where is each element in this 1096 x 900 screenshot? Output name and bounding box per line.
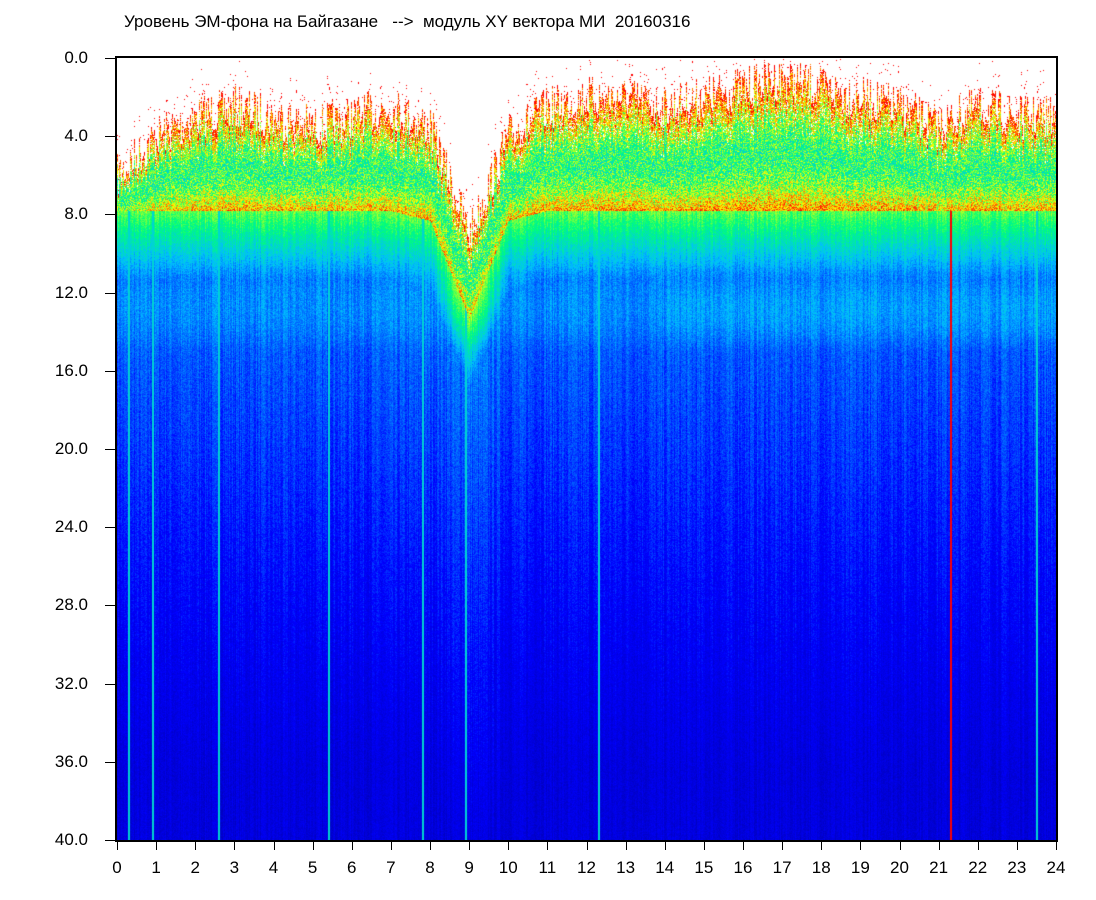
x-tick-label: 12 xyxy=(577,858,596,877)
x-tick-mark xyxy=(508,842,510,850)
y-tick-label: 16.0 xyxy=(54,360,88,380)
y-tick-label: 40.0 xyxy=(54,830,88,849)
spectrogram-heatmap xyxy=(117,58,1056,840)
x-tick-label: 6 xyxy=(347,858,357,877)
x-tick-label: 21 xyxy=(929,858,949,877)
x-tick-label: 16 xyxy=(733,858,753,877)
y-tick-label: 24.0 xyxy=(54,517,88,537)
x-tick-mark xyxy=(586,842,588,850)
x-tick-label: 0 xyxy=(112,858,122,877)
x-tick-mark xyxy=(743,842,744,850)
x-tick-mark xyxy=(1056,842,1057,850)
x-tick-mark xyxy=(117,842,118,850)
y-tick-mark xyxy=(105,292,115,294)
x-tick-mark xyxy=(195,842,197,850)
x-tick-label: 14 xyxy=(655,858,675,877)
x-tick-label: 2 xyxy=(190,858,200,877)
x-tick-label: 13 xyxy=(616,858,636,877)
x-tick-label: 17 xyxy=(772,858,792,877)
y-tick-label: 28.0 xyxy=(54,595,88,615)
x-tick-mark xyxy=(782,842,784,850)
x-tick-mark xyxy=(625,842,627,850)
chart-title: Уровень ЭМ-фона на Байгазане --> модуль … xyxy=(124,12,691,31)
x-tick-label: 23 xyxy=(1007,858,1027,877)
x-tick-label: 8 xyxy=(425,858,435,877)
y-tick-mark xyxy=(105,605,115,607)
x-tick-mark xyxy=(664,842,666,850)
x-tick-label: 7 xyxy=(386,858,396,877)
x-tick-mark xyxy=(469,842,471,850)
y-tick-label: 36.0 xyxy=(54,751,88,771)
x-tick-mark xyxy=(351,842,353,850)
x-tick-label: 10 xyxy=(498,858,518,877)
x-tick-mark xyxy=(547,842,549,850)
x-tick-mark xyxy=(430,842,431,850)
y-tick-mark xyxy=(105,683,115,685)
x-tick-mark xyxy=(1016,842,1018,850)
y-tick-label: 8.0 xyxy=(64,204,88,224)
y-tick-mark xyxy=(105,370,115,372)
y-tick-mark xyxy=(105,761,115,763)
x-tick-label: 15 xyxy=(694,858,714,877)
x-tick-label: 19 xyxy=(850,858,870,877)
y-tick-label: 20.0 xyxy=(54,439,88,458)
y-tick-mark xyxy=(105,527,115,529)
x-tick-label: 1 xyxy=(151,858,161,877)
x-tick-label: 20 xyxy=(890,858,909,877)
x-tick-mark xyxy=(234,842,236,850)
x-tick-label: 4 xyxy=(268,858,279,877)
x-tick-mark xyxy=(703,842,705,850)
x-tick-mark xyxy=(977,842,979,850)
x-tick-mark xyxy=(273,842,275,850)
x-tick-label: 5 xyxy=(307,858,318,877)
x-tick-mark xyxy=(860,842,862,850)
x-tick-label: 3 xyxy=(229,858,240,877)
y-tick-label: 32.0 xyxy=(54,673,88,693)
x-tick-mark xyxy=(390,842,392,850)
y-tick-mark xyxy=(105,214,115,216)
y-tick-mark xyxy=(105,840,115,841)
x-tick-mark xyxy=(938,842,940,850)
y-tick-mark xyxy=(105,58,115,59)
y-tick-label: 12.0 xyxy=(54,282,88,302)
y-tick-label: 0.0 xyxy=(64,48,88,67)
x-tick-mark xyxy=(821,842,823,850)
x-tick-label: 22 xyxy=(968,858,988,877)
x-tick-label: 24 xyxy=(1046,858,1066,877)
x-tick-label: 9 xyxy=(464,858,474,877)
x-tick-mark xyxy=(312,842,314,850)
y-tick-label: 4.0 xyxy=(64,126,88,146)
y-tick-mark xyxy=(105,449,115,450)
y-tick-mark xyxy=(105,136,115,138)
x-tick-mark xyxy=(156,842,158,850)
x-tick-label: 18 xyxy=(811,858,831,877)
x-tick-mark xyxy=(899,842,901,850)
x-tick-label: 11 xyxy=(538,858,557,877)
